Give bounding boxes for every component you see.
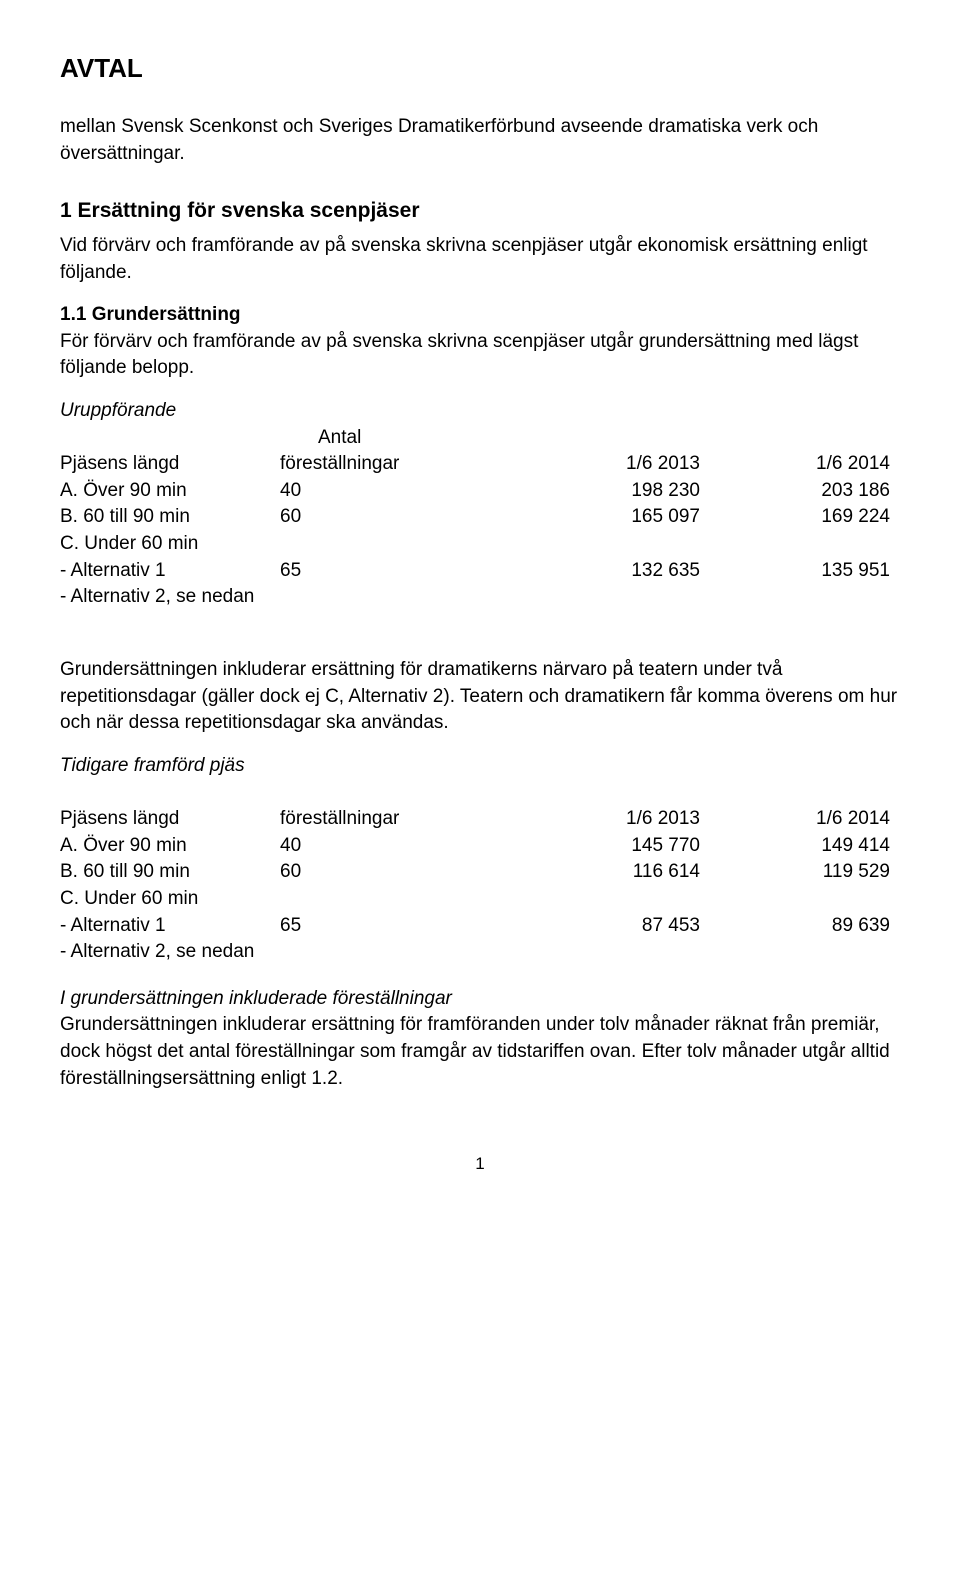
- table-cell: 89 639: [700, 913, 890, 940]
- table-2: Pjäsens längd föreställningar 1/6 2013 1…: [60, 806, 900, 966]
- table-row: - Alternativ 2, se nedan: [60, 939, 900, 966]
- table-cell: 135 951: [700, 558, 890, 585]
- para-2-heading: I grundersättningen inkluderade förestäl…: [60, 986, 900, 1013]
- para-grunders: Grundersättningen inkluderar ersättning …: [60, 657, 900, 737]
- table-cell: A. Över 90 min: [60, 833, 280, 860]
- table-cell: A. Över 90 min: [60, 478, 280, 505]
- table-cell: 65: [280, 558, 490, 585]
- table-cell: 203 186: [700, 478, 890, 505]
- para-2-text: Grundersättningen inkluderar ersättning …: [60, 1012, 900, 1092]
- table-header-cell: föreställningar: [280, 451, 490, 478]
- table-cell: [700, 531, 890, 558]
- section-1-1-heading: 1.1 Grundersättning: [60, 304, 241, 325]
- table-cell: [280, 886, 490, 913]
- table-cell: B. 60 till 90 min: [60, 859, 280, 886]
- section-1-1-text: För förvärv och framförande av på svensk…: [60, 329, 900, 382]
- table-cell: C. Under 60 min: [60, 886, 280, 913]
- table-cell: C. Under 60 min: [60, 531, 280, 558]
- table-cell: 40: [280, 833, 490, 860]
- table-header-row: Pjäsens längd föreställningar 1/6 2013 1…: [60, 451, 900, 478]
- table-header-cell: 1/6 2014: [700, 806, 890, 833]
- table-header-cell: 1/6 2013: [490, 806, 700, 833]
- table-cell: 169 224: [700, 504, 890, 531]
- table-cell: 87 453: [490, 913, 700, 940]
- section-1-text: Vid förvärv och framförande av på svensk…: [60, 233, 900, 286]
- table-cell: 145 770: [490, 833, 700, 860]
- table-1: Pjäsens längd föreställningar 1/6 2013 1…: [60, 451, 900, 611]
- table-header-row: Pjäsens längd föreställningar 1/6 2013 1…: [60, 806, 900, 833]
- intro-text: mellan Svensk Scenkonst och Sveriges Dra…: [60, 114, 900, 167]
- table-cell: 60: [280, 504, 490, 531]
- table-header-cell: 1/6 2014: [700, 451, 890, 478]
- table-cell: - Alternativ 1: [60, 913, 280, 940]
- table-1-antal: Antal: [318, 425, 900, 452]
- table-cell: - Alternativ 1: [60, 558, 280, 585]
- section-1-1-block: 1.1 Grundersättning: [60, 302, 900, 329]
- table-1-caption: Uruppförande: [60, 398, 900, 425]
- table-row: - Alternativ 2, se nedan: [60, 584, 900, 611]
- table-cell: 149 414: [700, 833, 890, 860]
- table-row: B. 60 till 90 min 60 165 097 169 224: [60, 504, 900, 531]
- table-cell: 198 230: [490, 478, 700, 505]
- page-number: 1: [60, 1152, 900, 1176]
- table-cell: 65: [280, 913, 490, 940]
- table-row: - Alternativ 1 65 87 453 89 639: [60, 913, 900, 940]
- table-row: B. 60 till 90 min 60 116 614 119 529: [60, 859, 900, 886]
- table-cell: 132 635: [490, 558, 700, 585]
- table-cell: [280, 531, 490, 558]
- table-row: C. Under 60 min: [60, 531, 900, 558]
- table-cell: 60: [280, 859, 490, 886]
- table-row: A. Över 90 min 40 145 770 149 414: [60, 833, 900, 860]
- table-2-caption: Tidigare framförd pjäs: [60, 753, 900, 780]
- table-header-cell: Pjäsens längd: [60, 806, 280, 833]
- table-row: - Alternativ 1 65 132 635 135 951: [60, 558, 900, 585]
- table-cell: - Alternativ 2, se nedan: [60, 584, 490, 611]
- table-cell: 40: [280, 478, 490, 505]
- table-cell: [490, 886, 700, 913]
- table-cell: [490, 531, 700, 558]
- table-cell: B. 60 till 90 min: [60, 504, 280, 531]
- page-title: AVTAL: [60, 50, 900, 86]
- table-row: A. Över 90 min 40 198 230 203 186: [60, 478, 900, 505]
- table-cell: [700, 886, 890, 913]
- table-header-cell: Pjäsens längd: [60, 451, 280, 478]
- table-header-cell: 1/6 2013: [490, 451, 700, 478]
- section-1-heading: 1 Ersättning för svenska scenpjäser: [60, 196, 900, 225]
- table-cell: 119 529: [700, 859, 890, 886]
- table-row: C. Under 60 min: [60, 886, 900, 913]
- table-cell: 165 097: [490, 504, 700, 531]
- table-header-cell: föreställningar: [280, 806, 490, 833]
- table-cell: - Alternativ 2, se nedan: [60, 939, 490, 966]
- table-cell: 116 614: [490, 859, 700, 886]
